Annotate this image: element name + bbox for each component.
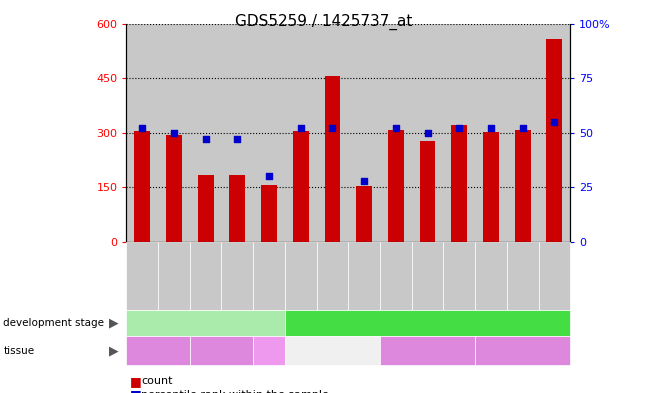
Text: ventral
forebrain: ventral forebrain — [196, 340, 247, 362]
Text: GSM1195270: GSM1195270 — [360, 246, 369, 307]
Bar — [190, 24, 222, 242]
Point — [486, 125, 496, 131]
Text: GSM1195278: GSM1195278 — [169, 246, 178, 307]
Bar — [538, 24, 570, 242]
Bar — [285, 24, 317, 242]
Text: GSM1195281: GSM1195281 — [264, 246, 273, 307]
Text: adult: adult — [413, 318, 442, 328]
Text: GSM1195275: GSM1195275 — [518, 246, 527, 307]
Text: GSM1195268: GSM1195268 — [296, 246, 305, 307]
Point — [359, 178, 369, 184]
Bar — [166, 135, 182, 242]
Bar — [158, 24, 190, 242]
Point — [137, 125, 147, 131]
Text: ■: ■ — [130, 388, 141, 393]
Text: percentile rank within the sample: percentile rank within the sample — [141, 390, 329, 393]
Text: ■: ■ — [130, 375, 141, 388]
Bar — [198, 175, 214, 242]
Point — [295, 125, 306, 131]
Text: GSM1195277: GSM1195277 — [138, 246, 146, 307]
Bar — [483, 132, 499, 242]
Text: GSM1195272: GSM1195272 — [423, 246, 432, 306]
Bar — [507, 24, 538, 242]
Text: development stage: development stage — [3, 318, 104, 328]
Text: GDS5259 / 1425737_at: GDS5259 / 1425737_at — [235, 14, 413, 30]
Text: tissue: tissue — [3, 346, 34, 356]
Text: embryonic day E14.5: embryonic day E14.5 — [146, 318, 265, 328]
Point — [422, 129, 433, 136]
Point — [391, 125, 401, 131]
Bar — [443, 24, 475, 242]
Bar — [475, 24, 507, 242]
Bar — [261, 185, 277, 242]
Bar — [546, 39, 562, 242]
Text: GSM1195273: GSM1195273 — [455, 246, 464, 307]
Point — [232, 136, 242, 142]
Bar — [134, 131, 150, 242]
Bar — [325, 75, 340, 242]
Bar — [380, 24, 411, 242]
Text: GSM1195276: GSM1195276 — [550, 246, 559, 307]
Bar — [293, 131, 308, 242]
Bar — [253, 24, 285, 242]
Text: GSM1195274: GSM1195274 — [487, 246, 496, 306]
Text: GSM1195269: GSM1195269 — [328, 246, 337, 307]
Point — [550, 119, 560, 125]
Text: striatum: striatum — [404, 346, 451, 356]
Bar — [222, 24, 253, 242]
Text: GSM1195279: GSM1195279 — [201, 246, 210, 307]
Text: count: count — [141, 376, 173, 386]
Text: neocortex: neocortex — [305, 346, 360, 356]
Bar — [420, 141, 435, 242]
Text: GSM1195280: GSM1195280 — [233, 246, 242, 307]
Bar — [388, 130, 404, 242]
Text: spinal
cord: spinal cord — [255, 341, 283, 360]
Bar — [317, 24, 349, 242]
Point — [518, 125, 528, 131]
Bar — [126, 24, 158, 242]
Text: ▶: ▶ — [109, 317, 119, 330]
Bar — [349, 24, 380, 242]
Bar — [229, 175, 245, 242]
Text: dorsal
forebrain: dorsal forebrain — [133, 340, 183, 362]
Point — [264, 173, 274, 179]
Text: GSM1195271: GSM1195271 — [391, 246, 400, 307]
Point — [200, 136, 211, 142]
Bar — [356, 186, 372, 242]
Bar — [411, 24, 443, 242]
Bar — [452, 125, 467, 242]
Text: ▶: ▶ — [109, 344, 119, 357]
Point — [168, 129, 179, 136]
Bar — [515, 130, 531, 242]
Point — [454, 125, 465, 131]
Text: subventricular zone: subventricular zone — [474, 346, 571, 356]
Point — [327, 125, 338, 131]
